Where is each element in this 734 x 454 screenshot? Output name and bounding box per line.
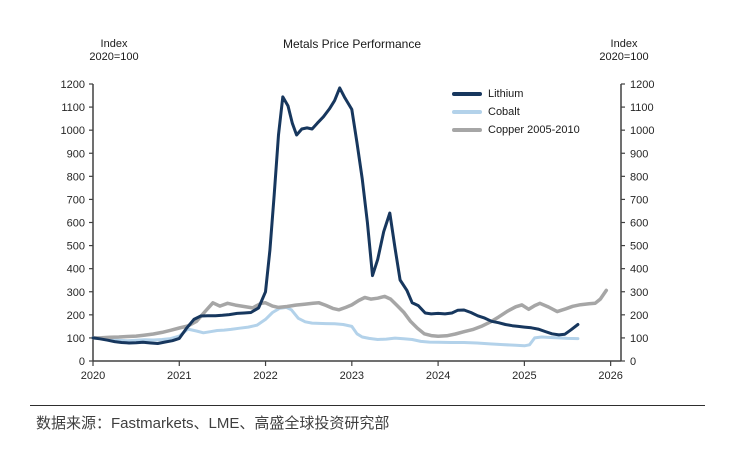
y-tick-label-left-5: 500 <box>67 241 85 253</box>
y-tick-label-right-2: 200 <box>630 310 648 322</box>
legend-swatch-copper <box>452 128 482 132</box>
y-tick-label-left-6: 600 <box>67 218 85 230</box>
right-axis-header-line1: Index <box>610 38 638 50</box>
x-tick-label-2: 2022 <box>253 370 277 382</box>
y-tick-label-right-0: 0 <box>630 356 636 368</box>
y-tick-label-left-10: 1000 <box>61 125 85 137</box>
y-tick-label-right-8: 800 <box>630 171 648 183</box>
x-tick-label-1: 2021 <box>167 370 191 382</box>
right-axis-header-line2: 2020=100 <box>599 51 649 63</box>
left-axis-header: Index 2020=100 <box>74 38 154 64</box>
legend-swatch-lithium <box>452 92 482 96</box>
y-tick-label-left-2: 200 <box>67 310 85 322</box>
y-tick-label-right-5: 500 <box>630 241 648 253</box>
y-tick-label-left-4: 400 <box>67 264 85 276</box>
legend-item-lithium: Lithium <box>452 85 580 103</box>
y-tick-label-left-0: 0 <box>79 356 85 368</box>
y-tick-label-left-1: 100 <box>67 333 85 345</box>
y-tick-label-right-7: 700 <box>630 194 648 206</box>
x-tick-label-5: 2025 <box>512 370 536 382</box>
left-axis-header-line2: 2020=100 <box>89 51 139 63</box>
source-caption: 数据来源：Fastmarkets、LME、高盛全球投资研究部 <box>36 415 390 432</box>
y-tick-label-left-11: 1100 <box>61 102 85 114</box>
left-axis-header-line1: Index <box>100 38 128 50</box>
y-tick-label-right-9: 900 <box>630 148 648 160</box>
y-tick-label-right-12: 1200 <box>630 79 654 91</box>
x-tick-label-4: 2024 <box>426 370 450 382</box>
y-tick-label-right-11: 1100 <box>630 102 654 114</box>
series-line-copper-2005-2010 <box>91 288 609 340</box>
legend-label-lithium: Lithium <box>488 88 524 100</box>
legend-item-copper: Copper 2005-2010 <box>452 121 580 139</box>
y-tick-label-right-1: 100 <box>630 333 648 345</box>
legend-label-copper: Copper 2005-2010 <box>488 124 580 136</box>
y-tick-label-right-6: 600 <box>630 218 648 230</box>
y-tick-label-right-4: 400 <box>630 264 648 276</box>
y-tick-label-left-8: 800 <box>67 171 85 183</box>
x-tick-label-6: 2026 <box>598 370 622 382</box>
y-tick-label-right-3: 300 <box>630 287 648 299</box>
source-divider <box>30 405 705 406</box>
legend-swatch-cobalt <box>452 110 482 114</box>
series-line-lithium <box>91 86 580 345</box>
x-tick-label-0: 2020 <box>81 370 105 382</box>
right-axis-header: Index 2020=100 <box>584 38 664 64</box>
legend: Lithium Cobalt Copper 2005-2010 <box>452 85 580 139</box>
y-tick-label-right-10: 1000 <box>630 125 654 137</box>
y-tick-label-left-3: 300 <box>67 287 85 299</box>
chart-title: Metals Price Performance <box>282 37 422 51</box>
x-tick-label-3: 2023 <box>340 370 364 382</box>
legend-item-cobalt: Cobalt <box>452 103 580 121</box>
y-tick-label-left-12: 1200 <box>61 79 85 91</box>
series-line-cobalt <box>91 305 580 348</box>
y-tick-label-left-9: 900 <box>67 148 85 160</box>
y-tick-label-left-7: 700 <box>67 194 85 206</box>
legend-label-cobalt: Cobalt <box>488 106 520 118</box>
